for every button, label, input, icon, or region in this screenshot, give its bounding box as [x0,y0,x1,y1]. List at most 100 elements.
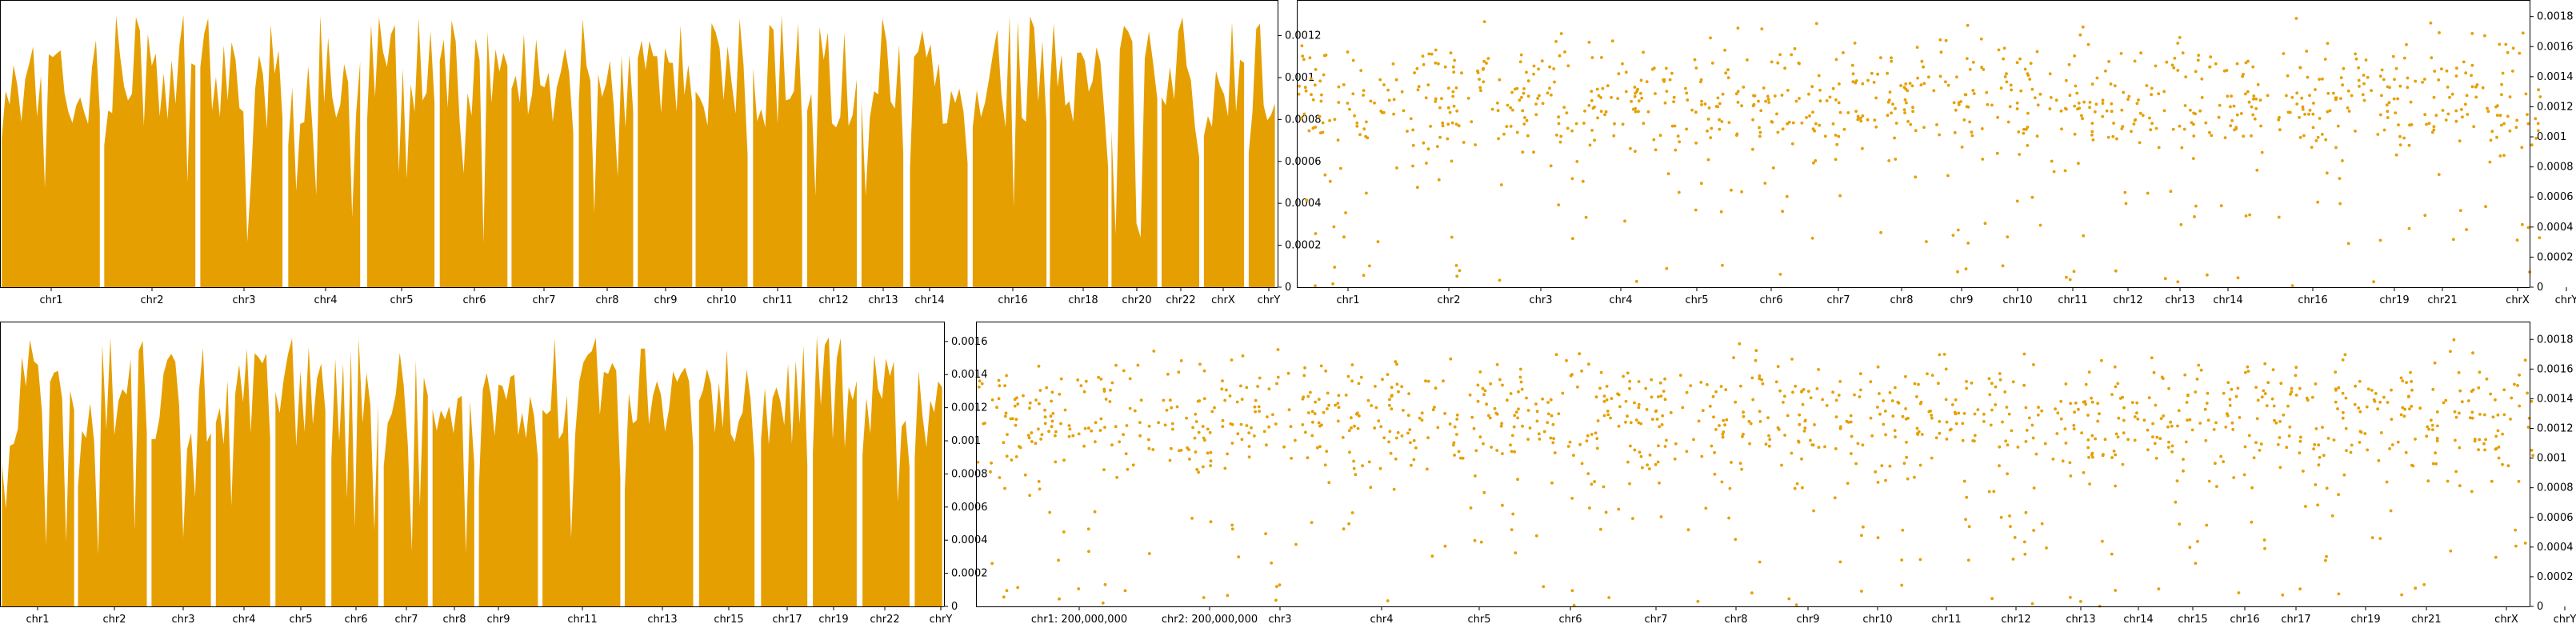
scatter-point [1128,377,1132,381]
scatter-point [2050,159,2054,163]
scatter-point [2013,536,2017,539]
scatter-point [1987,490,1991,494]
scatter-point [1097,375,1100,379]
scatter-point [2035,134,2039,138]
scatter-point [1328,118,1331,122]
scatter-point [1287,408,1291,412]
scatter-point [1853,393,1856,397]
scatter-point [2214,421,2218,425]
scatter-point [2226,381,2230,385]
scatter-point [2517,479,2521,483]
scatter-point [1798,413,1802,417]
scatter-point [1099,378,1103,381]
scatter-point [1697,419,1701,423]
scatter-point [2433,70,2437,73]
scatter-point [1701,409,1705,413]
scatter-point [2295,102,2299,106]
scatter-point [1893,429,1897,432]
scatter-point [1989,423,1993,427]
scatter-point [2218,103,2222,107]
scatter-point [1588,143,1592,147]
scatter-point [1709,36,1712,40]
x-tick-label: chrX [2494,614,2518,626]
scatter-point [1778,389,1782,393]
scatter-point [1526,409,1530,412]
scatter-point [1549,436,1553,440]
scatter-point [2230,387,2234,391]
scatter-point [1453,58,1456,62]
scatter-point [1656,460,1660,464]
scatter-point [2094,437,2098,441]
scatter-point [2362,74,2366,77]
scatter-point [1689,384,1693,387]
scatter-point [2486,106,2489,110]
x-tick-label: chr8 [595,294,618,306]
scatter-point [2266,94,2270,98]
scatter-point [1522,91,1526,95]
scatter-point [2120,127,2124,130]
scatter-point [2488,160,2492,164]
scatter-point [1664,66,1668,70]
scatter-point [1585,439,1589,442]
scatter-point [2321,426,2324,429]
scatter-point [2470,63,2474,67]
scatter-point [1502,132,1506,136]
scatter-point [2033,96,2037,100]
scatter-point [2259,124,2263,128]
scatter-point [2101,539,2104,543]
scatter-point [1628,482,1631,486]
area-segment-chr1 [2,40,100,287]
scatter-point [997,378,1001,382]
scatter-point [1882,399,1886,402]
scatter-point [1245,386,1249,390]
scatter-point [2305,50,2309,53]
scatter-point [1310,77,1313,81]
scatter-point [2387,101,2391,105]
y-tick-label: 0.0002 [2537,251,2574,263]
scatter-point [1884,433,1888,437]
x-tick-label: chr7 [1826,294,1850,306]
scatter-point [2025,429,2029,432]
scatter-point [2030,602,2034,606]
scatter-point [1572,603,1576,607]
scatter-point [1846,111,1850,114]
scatter-point [2388,447,2392,450]
scatter-point [2454,109,2458,113]
scatter-point [1838,110,1842,114]
scatter-point [1626,460,1630,464]
scatter-point [2252,456,2256,460]
scatter-point [1114,363,1118,367]
scatter-point [1014,423,1018,427]
scatter-point [2358,379,2362,383]
scatter-point [2072,270,2076,274]
scatter-point [1037,364,1041,368]
scatter-point [2054,98,2058,102]
scatter-point [2282,413,2286,417]
scatter-point [2126,98,2130,101]
scatter-point [1402,109,1406,113]
scatter-point [1350,426,1353,430]
scatter-point [1147,446,1151,450]
scatter-point [1084,379,1088,383]
scatter-point [1057,558,1060,562]
scatter-point [2244,214,2248,218]
scatter-point [1973,439,1976,443]
scatter-point [1930,456,1934,460]
scatter-point [1262,430,1266,434]
scatter-point [1190,517,1194,520]
scatter-point [2110,393,2114,396]
scatter-point [1406,414,1410,418]
scatter-point [1599,527,1602,531]
scatter-point [1973,434,1977,438]
scatter-point [2206,391,2210,395]
scatter-point [1994,403,1998,406]
scatter-point [1721,263,1724,267]
scatter-point [2464,102,2467,106]
scatter-point [1930,416,1934,420]
scatter-point [1139,398,1143,402]
scatter-point [2110,110,2114,114]
scatter-point [1590,90,1594,93]
y-tick-label: 0.0014 [951,369,988,381]
scatter-point [1478,370,1482,374]
scatter-point [2337,386,2341,390]
